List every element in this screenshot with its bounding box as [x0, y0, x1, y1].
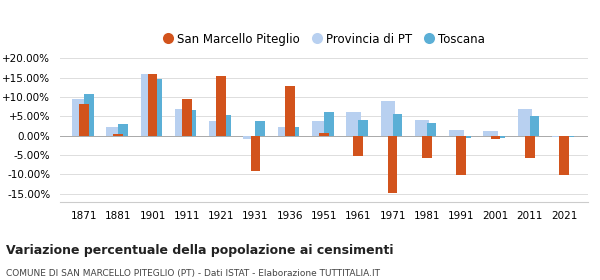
Bar — [358, 120, 368, 136]
Bar — [278, 127, 292, 136]
Bar — [564, 136, 574, 137]
Text: COMUNE DI SAN MARCELLO PITEGLIO (PT) - Dati ISTAT - Elaborazione TUTTITALIA.IT: COMUNE DI SAN MARCELLO PITEGLIO (PT) - D… — [6, 269, 380, 278]
Bar — [496, 136, 505, 138]
Bar — [113, 134, 123, 136]
Bar — [187, 111, 196, 136]
Bar — [346, 113, 361, 136]
Bar — [449, 130, 464, 136]
Bar — [530, 116, 539, 136]
Text: Variazione percentuale della popolazione ai censimenti: Variazione percentuale della popolazione… — [6, 244, 394, 256]
Bar — [525, 136, 535, 158]
Bar — [484, 131, 498, 136]
Bar — [380, 101, 395, 136]
Bar — [415, 120, 429, 136]
Bar — [72, 99, 86, 136]
Bar — [175, 109, 189, 136]
Bar — [422, 136, 431, 158]
Bar — [392, 114, 402, 136]
Bar — [106, 127, 121, 136]
Bar — [353, 136, 363, 156]
Bar — [140, 74, 155, 136]
Bar — [312, 121, 326, 136]
Bar — [491, 136, 500, 139]
Bar — [118, 124, 128, 136]
Bar — [427, 123, 436, 136]
Bar — [559, 136, 569, 175]
Bar — [209, 121, 224, 136]
Bar — [217, 76, 226, 136]
Bar — [256, 121, 265, 136]
Bar — [182, 99, 191, 136]
Bar — [552, 136, 566, 137]
Bar — [221, 115, 231, 136]
Bar — [518, 109, 532, 136]
Bar — [84, 94, 94, 136]
Bar — [290, 127, 299, 136]
Bar — [79, 104, 89, 136]
Bar — [251, 136, 260, 171]
Bar — [319, 133, 329, 136]
Bar — [148, 74, 157, 136]
Bar — [461, 136, 471, 138]
Bar — [244, 136, 258, 139]
Bar — [152, 80, 162, 136]
Legend: San Marcello Piteglio, Provincia di PT, Toscana: San Marcello Piteglio, Provincia di PT, … — [160, 29, 488, 49]
Bar — [457, 136, 466, 175]
Bar — [388, 136, 397, 193]
Bar — [324, 112, 334, 136]
Bar — [285, 86, 295, 136]
